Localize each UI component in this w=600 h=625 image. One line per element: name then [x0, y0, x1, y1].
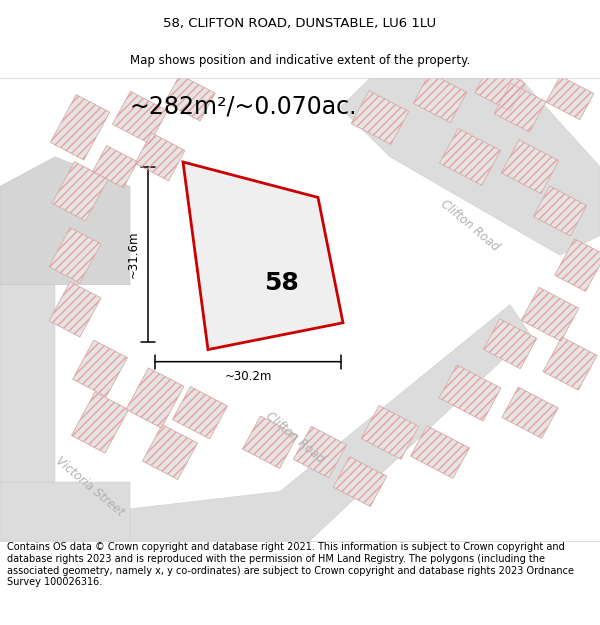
Polygon shape — [494, 83, 546, 132]
Polygon shape — [413, 73, 467, 122]
Polygon shape — [183, 162, 343, 349]
Polygon shape — [71, 392, 128, 453]
Polygon shape — [50, 94, 110, 160]
Polygon shape — [546, 76, 594, 119]
Polygon shape — [49, 282, 101, 337]
Text: ~30.2m: ~30.2m — [224, 369, 272, 382]
Polygon shape — [73, 340, 127, 397]
Polygon shape — [173, 386, 227, 439]
Polygon shape — [543, 337, 597, 390]
Polygon shape — [483, 319, 537, 369]
Polygon shape — [242, 416, 298, 468]
Text: Contains OS data © Crown copyright and database right 2021. This information is : Contains OS data © Crown copyright and d… — [7, 542, 574, 587]
Polygon shape — [113, 91, 167, 144]
Text: ~31.6m: ~31.6m — [127, 231, 140, 278]
Polygon shape — [0, 236, 55, 482]
Polygon shape — [49, 228, 101, 283]
Polygon shape — [126, 368, 184, 428]
Polygon shape — [502, 387, 558, 438]
Polygon shape — [361, 406, 419, 459]
Text: Clifton Road: Clifton Road — [263, 409, 327, 466]
Polygon shape — [439, 128, 500, 186]
Polygon shape — [135, 133, 185, 181]
Polygon shape — [351, 91, 409, 144]
Polygon shape — [52, 162, 108, 221]
Polygon shape — [533, 186, 587, 236]
Text: ~282m²/~0.070ac.: ~282m²/~0.070ac. — [130, 95, 358, 119]
Text: 58, CLIFTON ROAD, DUNSTABLE, LU6 1LU: 58, CLIFTON ROAD, DUNSTABLE, LU6 1LU — [163, 17, 437, 30]
Polygon shape — [142, 424, 197, 479]
Polygon shape — [475, 65, 525, 111]
Polygon shape — [92, 146, 137, 188]
Polygon shape — [165, 74, 215, 121]
Polygon shape — [0, 482, 130, 541]
Polygon shape — [521, 288, 579, 341]
Polygon shape — [110, 304, 530, 541]
Polygon shape — [554, 239, 600, 291]
Polygon shape — [410, 426, 469, 478]
Text: Map shows position and indicative extent of the property.: Map shows position and indicative extent… — [130, 54, 470, 68]
Text: 58: 58 — [263, 271, 298, 294]
Polygon shape — [439, 365, 501, 421]
Polygon shape — [340, 78, 600, 255]
Polygon shape — [501, 140, 559, 194]
Text: Victoria Street: Victoria Street — [53, 454, 127, 519]
Polygon shape — [293, 426, 347, 478]
Polygon shape — [0, 157, 130, 285]
Polygon shape — [333, 457, 387, 506]
Text: Clifton Road: Clifton Road — [438, 198, 502, 254]
